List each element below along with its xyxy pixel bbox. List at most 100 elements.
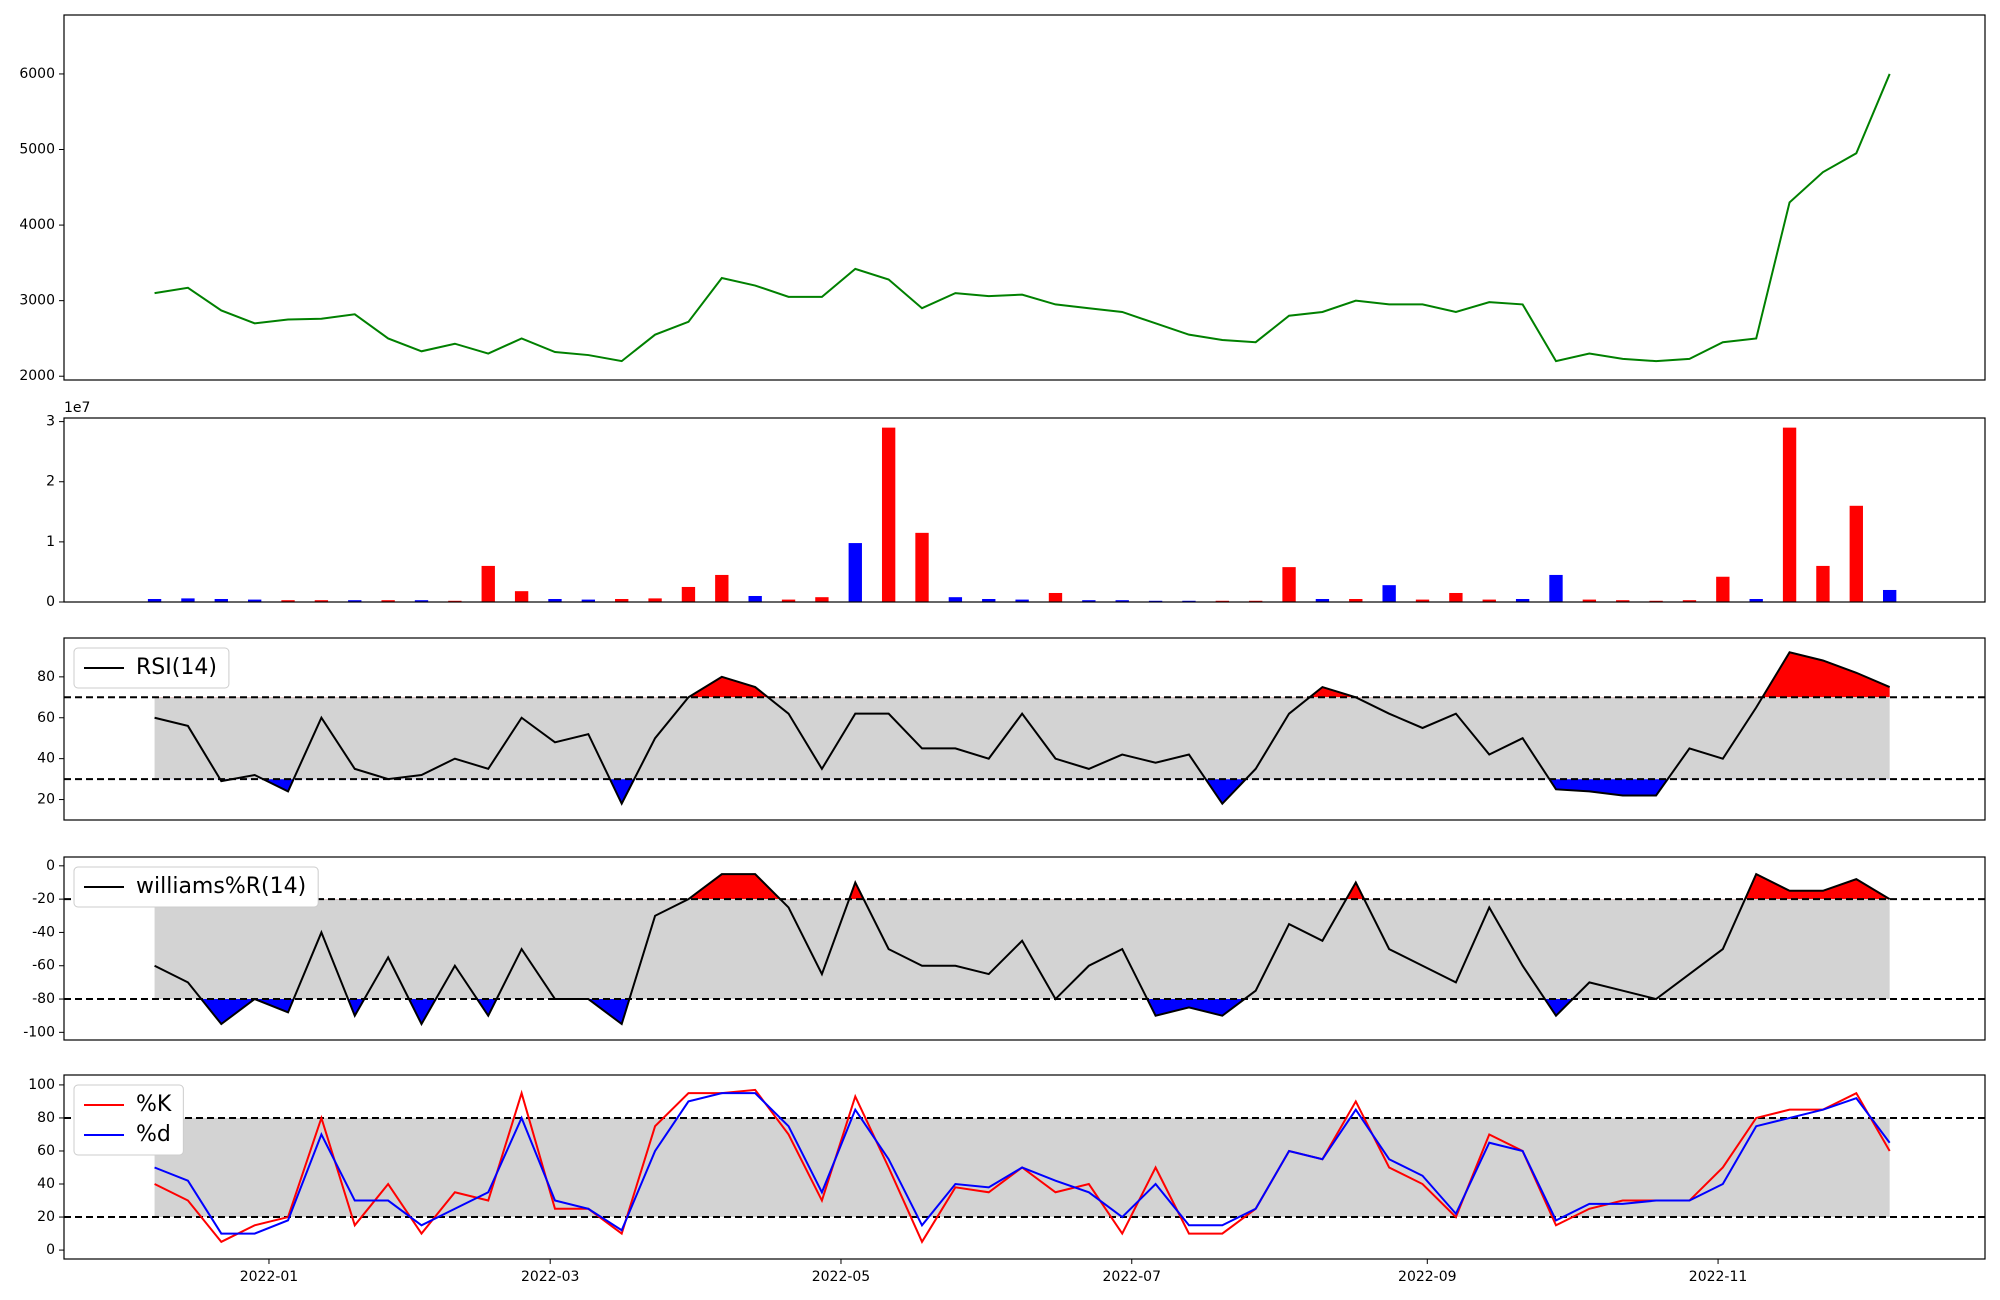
bar (1282, 567, 1296, 602)
y-tick-label: 60 (37, 1143, 55, 1159)
bar (748, 595, 762, 602)
x-tick-label: 2022-05 (812, 1269, 871, 1285)
y-tick-label: 6000 (19, 66, 55, 82)
y-tick-label: 80 (37, 1110, 55, 1126)
bar (1749, 598, 1763, 602)
bar (147, 598, 162, 602)
axes-frame (63, 856, 1986, 1041)
bar (681, 586, 696, 602)
bar (815, 597, 829, 602)
bar (982, 598, 996, 602)
y-tick-label: -20 (32, 891, 55, 907)
series-line (154, 1092, 1891, 1235)
x-tick-label: 2022-01 (240, 1269, 299, 1285)
bar (1249, 600, 1263, 602)
x-tick-label: 2022-09 (1398, 1269, 1457, 1285)
plot-area (64, 1088, 1985, 1244)
threshold-band (154, 899, 1890, 1000)
bar (1582, 599, 1597, 602)
legend-label: williams%R(14) (136, 874, 306, 899)
series-line (154, 73, 1891, 363)
bar (1048, 592, 1063, 602)
legend-label: %d (136, 1122, 171, 1147)
bar (915, 532, 929, 602)
legend-box (73, 866, 319, 908)
bar (247, 599, 262, 602)
bar (1649, 600, 1663, 602)
bar (1349, 598, 1363, 602)
legend-box (73, 1084, 184, 1156)
bar (1816, 565, 1830, 602)
y-tick-label: -100 (23, 1024, 55, 1040)
legend: williams%R(14) (73, 866, 319, 908)
y-tick-label: -60 (32, 958, 55, 974)
bar (1515, 598, 1530, 602)
y-tick-label: 60 (37, 710, 55, 726)
y-tick-label: 0 (46, 1242, 55, 1258)
bar (314, 600, 329, 602)
y-tick-label: 0 (46, 858, 55, 874)
bar (448, 600, 462, 602)
bar (348, 600, 362, 602)
panel: -100 -80 -60 -40 -20 0 williams%R(14) (23, 856, 1986, 1041)
series-line (154, 872, 1891, 1027)
plot-area (64, 651, 1985, 806)
bar (1382, 585, 1396, 602)
y-tick-label: 80 (37, 669, 55, 685)
plot-area (154, 73, 1891, 363)
axes-frame (63, 1074, 1986, 1260)
bar (648, 598, 662, 602)
legend: RSI(14) (73, 647, 230, 689)
bar (1182, 600, 1196, 602)
plot-area (64, 872, 1985, 1027)
y-tick-label: 5000 (19, 142, 55, 158)
bar (514, 591, 529, 602)
y-tick-label: 3 (46, 414, 55, 430)
y-tick-label: 100 (28, 1077, 55, 1093)
bar (281, 600, 295, 602)
y-tick-label: 2000 (19, 368, 55, 384)
bar (1549, 574, 1563, 602)
legend: %K %d (73, 1084, 184, 1156)
plot-area (147, 427, 1897, 602)
series-line (154, 651, 1891, 806)
panel: 0 20 40 60 80 100 2022-01 2022-03 2022-05 2022-07… (28, 1074, 1986, 1285)
legend-label: %K (136, 1092, 172, 1117)
bar (1015, 599, 1029, 602)
legend-label: RSI(14) (136, 655, 217, 680)
bar (615, 598, 629, 602)
bar (881, 427, 896, 602)
panel: 2000 3000 4000 5000 6000 (19, 14, 1986, 384)
axis-offset-label: 1e7 (64, 400, 90, 416)
bar (1716, 576, 1730, 602)
x-tick-label: 2022-03 (521, 1269, 580, 1285)
bar (1148, 600, 1163, 602)
axes-frame (63, 637, 1986, 821)
bar (781, 599, 796, 602)
panel: 0 1 2 3 1e7 (46, 400, 1986, 610)
bar (481, 565, 495, 602)
bar (1616, 600, 1630, 602)
bar (1882, 589, 1897, 602)
bar (1082, 600, 1096, 602)
y-tick-label: 4000 (19, 217, 55, 233)
x-tick-label: 2022-07 (1103, 1269, 1162, 1285)
bar (1682, 600, 1697, 602)
bar (1115, 600, 1129, 602)
y-tick-label: 1 (46, 534, 55, 550)
y-tick-label: 20 (37, 1209, 55, 1225)
y-tick-label: 40 (37, 1176, 55, 1192)
bar (381, 600, 395, 602)
y-tick-label: 2 (46, 474, 55, 490)
panel: 20 40 60 80 RSI(14) (37, 637, 1986, 821)
bar (948, 597, 963, 602)
bar (1849, 505, 1863, 602)
bar (1482, 599, 1496, 602)
bar (715, 574, 729, 602)
y-tick-label: -80 (32, 991, 55, 1007)
bar (1449, 592, 1463, 602)
axes-frame (63, 14, 1986, 381)
y-tick-label: 3000 (19, 293, 55, 309)
threshold-band (154, 697, 1890, 780)
